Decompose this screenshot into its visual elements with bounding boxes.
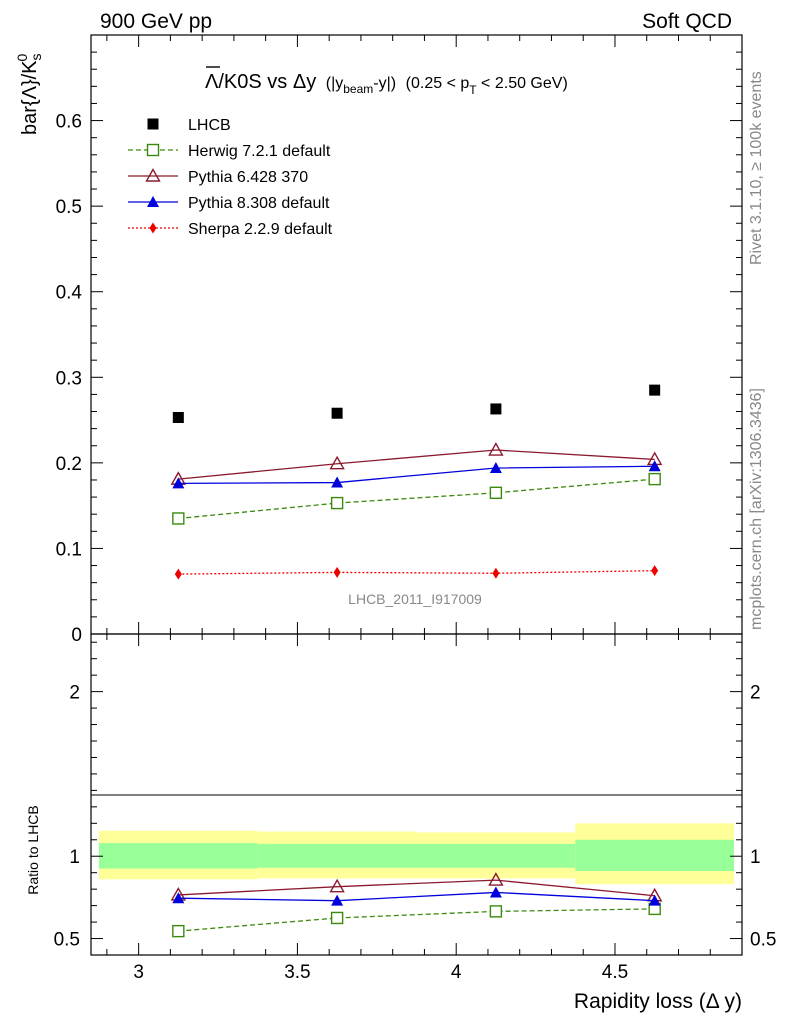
- legend: LHCB Herwig 7.2.1 default Pythia 6.428 370…: [128, 117, 333, 238]
- main-point-4-0: [174, 568, 182, 580]
- main-series-line-1: [178, 478, 655, 520]
- ratio-series: [170, 872, 663, 938]
- main-point-2-2: [488, 442, 504, 456]
- ratio-point-2-3: [648, 894, 661, 906]
- x-axis-label: Rapidity loss (Δ y): [574, 990, 742, 1013]
- plot-title: Λ/K0S vs Δy (|ybeam-y|) (0.25 < pT < 2.5…: [205, 71, 568, 97]
- axis-ticks: [91, 34, 742, 955]
- xtick-label: 4.5: [602, 962, 628, 983]
- main-ylabel-sub: s: [28, 53, 44, 60]
- main-ylabel: bar{Λ}/Ks0: [14, 53, 44, 135]
- main-point-1-2: [489, 486, 503, 500]
- xtick-label: 3: [133, 962, 144, 983]
- ratio-point-1-2: [488, 872, 504, 886]
- ratio-series-line-0: [178, 908, 655, 932]
- main-ylabel-text: bar{Λ}/K: [19, 60, 41, 135]
- legend-marker-1: [146, 143, 160, 157]
- legend-marker-0: [147, 118, 159, 130]
- title-main: Λ/K0S vs Δy: [205, 71, 316, 93]
- main-point-4-1: [333, 566, 341, 578]
- main-ytick-label: 0.3: [56, 368, 82, 389]
- ratio-ytick-label-right: 2: [750, 683, 761, 704]
- ratio-point-2-1: [331, 894, 344, 906]
- title-sel-sub: beam: [343, 82, 373, 96]
- title-sel-prefix: (|y: [326, 75, 343, 92]
- ratio-band-stat-1: [257, 843, 417, 868]
- ratio-bands: [98, 823, 735, 885]
- main-point-3-0: [172, 477, 185, 489]
- main-series-line-3: [178, 465, 655, 485]
- ratio-band-stat-0: [98, 843, 258, 869]
- title-range-prefix: (0.25 < p: [406, 75, 470, 92]
- title-range-suffix: < 2.50 GeV): [477, 75, 568, 92]
- main-point-1-3: [648, 472, 661, 486]
- ratio-point-2-2: [489, 886, 502, 898]
- ratio-point-0-2: [489, 905, 503, 918]
- ratio-ytick-label-right: 0.5: [750, 930, 776, 951]
- main-point-3-1: [331, 476, 344, 488]
- main-point-2-1: [329, 455, 345, 470]
- main-series-line-2: [178, 449, 655, 480]
- title-range-sub: T: [469, 83, 477, 97]
- main-point-0-1: [331, 407, 343, 419]
- main-series: [170, 384, 663, 580]
- rivet-label: Rivet 3.1.10, ≥ 100k events: [748, 71, 765, 265]
- ratio-point-1-1: [329, 878, 345, 893]
- header-right: Soft QCD: [642, 10, 732, 33]
- main-point-3-3: [648, 460, 661, 472]
- legend-label-4: Sherpa 2.2.9 default: [188, 221, 333, 238]
- legend-marker-4: [149, 222, 157, 234]
- tick-labels: 0 0.1 0.2 0.3 0.4 0.5 0.6 0.5 0.5 1 1 2 2 3 3.5 4 4.5: [54, 112, 777, 983]
- ratio-ytick-label: 0.5: [54, 930, 80, 951]
- ratio-point-0-0: [172, 924, 185, 938]
- ratio-frame: [90, 633, 743, 956]
- xtick-label: 3.5: [284, 962, 310, 983]
- ratio-series-line-2: [178, 891, 655, 902]
- xtick-label: 4: [451, 962, 462, 983]
- ratio-ytick-label: 2: [69, 683, 80, 704]
- ratio-ylabel: Ratio to LHCB: [25, 805, 41, 894]
- main-point-4-3: [651, 565, 659, 577]
- legend-marker-2: [145, 168, 161, 182]
- legend-label-1: Herwig 7.2.1 default: [188, 143, 331, 160]
- ratio-ytick-label: 1: [69, 847, 80, 868]
- ratio-point-2-0: [172, 892, 185, 904]
- main-ytick-label: 0.5: [56, 197, 82, 218]
- ratio-band-stat-3: [575, 839, 735, 872]
- main-ylabel-sup: 0: [14, 53, 30, 61]
- mcplots-label: mcplots.cern.ch [arXiv:1306.3436]: [748, 388, 765, 630]
- header-left: 900 GeV pp: [100, 10, 212, 33]
- main-point-1-0: [172, 512, 185, 525]
- ratio-ytick-label-right: 1: [750, 847, 761, 868]
- legend-label-2: Pythia 6.428 370: [188, 169, 308, 186]
- main-ytick-label: 0.1: [56, 539, 82, 560]
- main-ytick-label: 0: [71, 625, 82, 646]
- title-sel-suffix: -y|): [373, 75, 396, 92]
- ratio-point-0-1: [330, 911, 344, 925]
- legend-label-0: LHCB: [188, 117, 231, 134]
- analysis-watermark: LHCB_2011_I917009: [348, 591, 482, 607]
- main-point-0-3: [649, 384, 661, 396]
- main-ytick-label: 0.6: [56, 112, 82, 133]
- main-point-1-1: [330, 496, 344, 510]
- ratio-band-stat-2: [416, 843, 576, 868]
- main-point-0-0: [172, 412, 184, 424]
- main-point-0-2: [490, 403, 502, 415]
- main-point-3-2: [489, 461, 502, 473]
- ratio-series-line-1: [178, 879, 655, 897]
- legend-marker-3: [147, 196, 159, 207]
- main-point-4-2: [492, 567, 500, 579]
- main-series-line-4: [178, 570, 655, 575]
- legend-label-3: Pythia 8.308 default: [188, 195, 330, 212]
- main-ytick-label: 0.2: [56, 454, 82, 475]
- main-ytick-label: 0.4: [56, 283, 83, 304]
